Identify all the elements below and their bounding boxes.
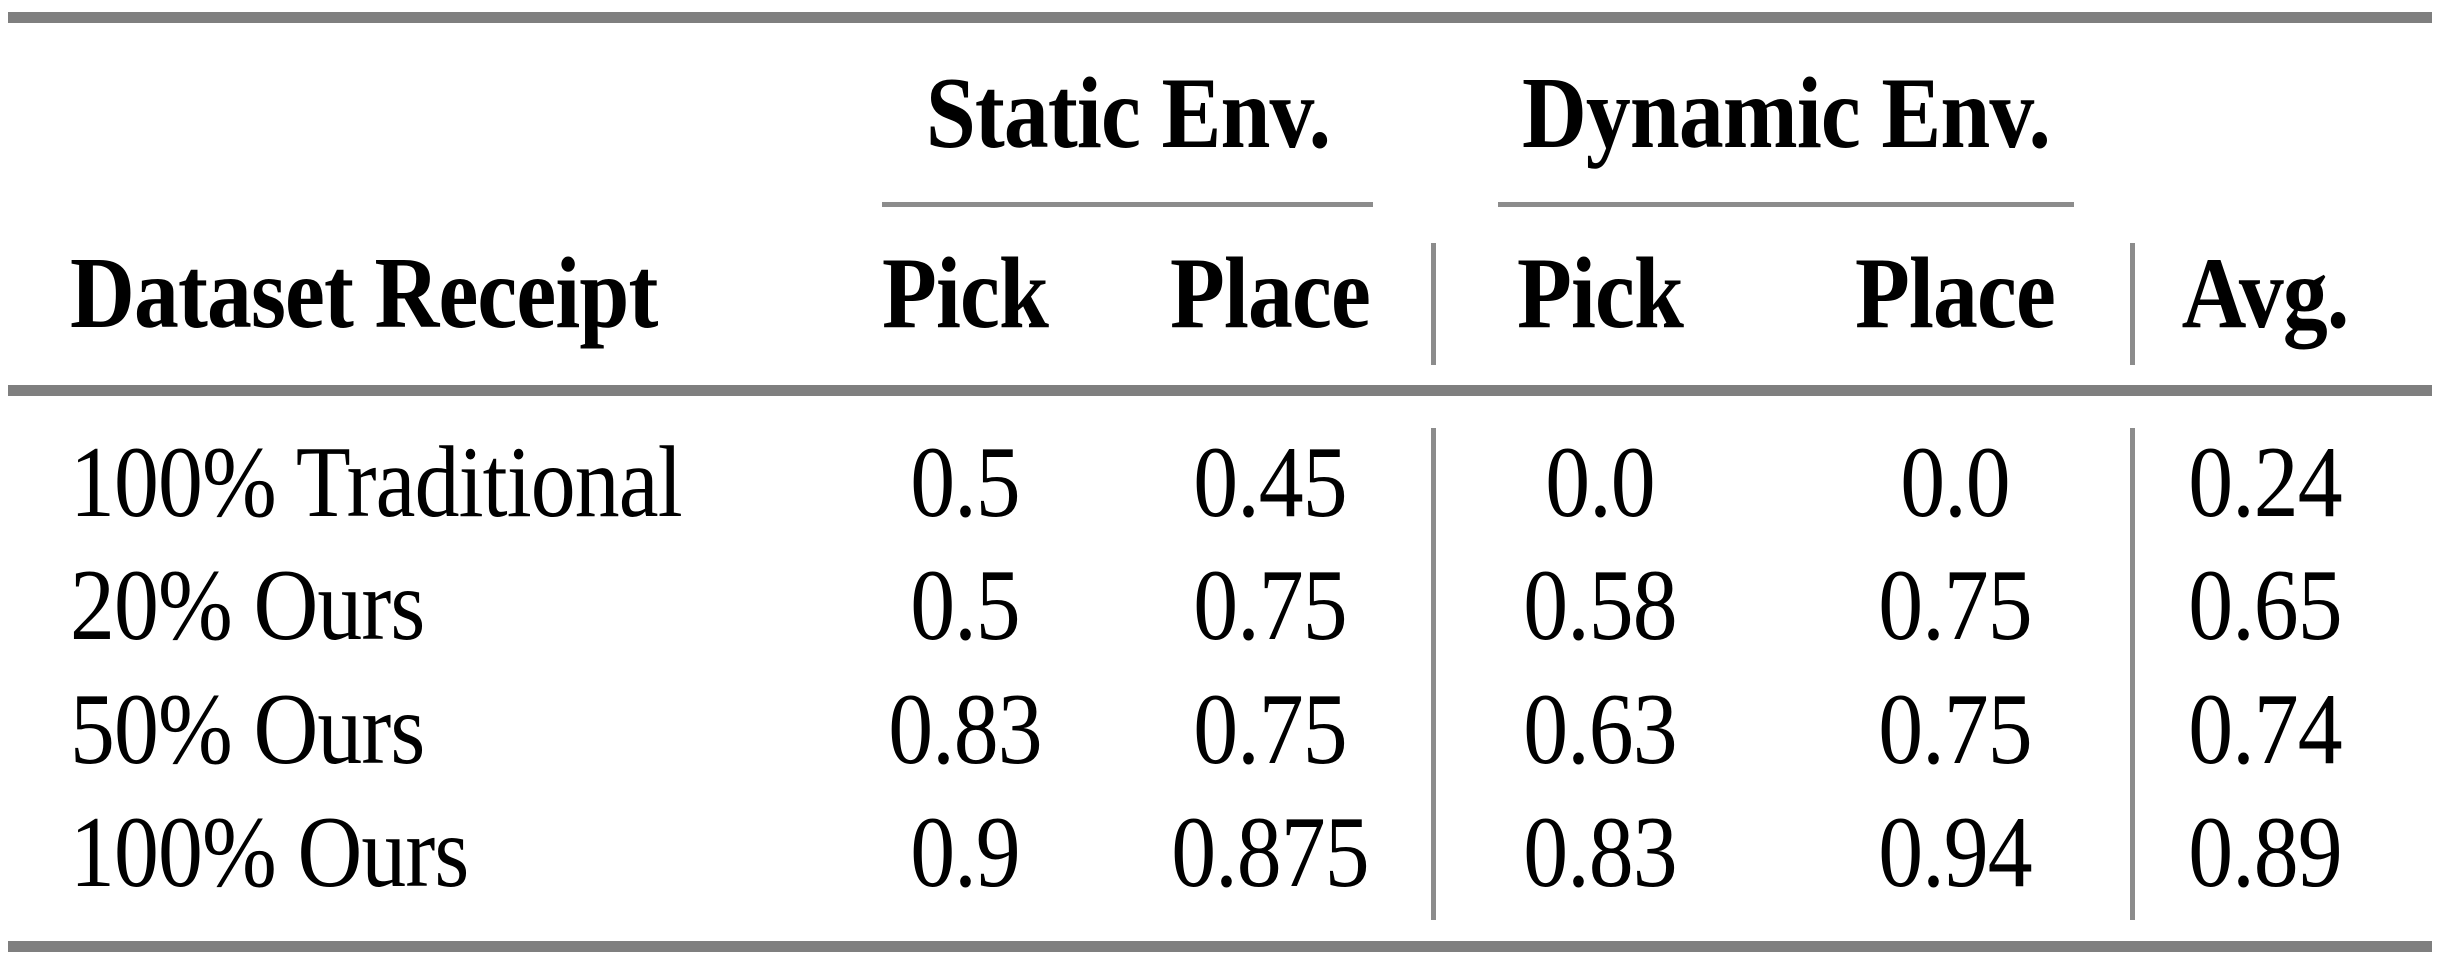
divider-dynamic-avg-body bbox=[2130, 428, 2135, 920]
cell-static-place: 0.875 bbox=[1171, 796, 1369, 909]
table-top-rule bbox=[8, 12, 2432, 23]
cell-avg: 0.24 bbox=[2188, 426, 2342, 539]
cell-dynamic-place: 0.75 bbox=[1878, 549, 2032, 662]
cell-dynamic-pick: 0.63 bbox=[1523, 673, 1677, 786]
cell-dynamic-place: 0.75 bbox=[1878, 673, 2032, 786]
row-label: 100% Ours bbox=[70, 796, 469, 909]
cell-static-place: 0.45 bbox=[1193, 426, 1347, 539]
column-header-static-pick: Pick bbox=[881, 237, 1049, 350]
column-header-avg: Avg. bbox=[2181, 237, 2350, 350]
cell-static-pick: 0.5 bbox=[910, 549, 1020, 662]
cell-dynamic-pick: 0.83 bbox=[1523, 796, 1677, 909]
cell-static-place: 0.75 bbox=[1193, 673, 1347, 786]
column-header-dynamic-pick: Pick bbox=[1516, 237, 1684, 350]
cell-dynamic-pick: 0.58 bbox=[1523, 549, 1677, 662]
cell-dynamic-place: 0.94 bbox=[1878, 796, 2032, 909]
cell-dynamic-pick: 0.0 bbox=[1545, 426, 1655, 539]
cell-avg: 0.65 bbox=[2188, 549, 2342, 662]
cell-static-pick: 0.9 bbox=[910, 796, 1020, 909]
static-env-underline bbox=[882, 202, 1373, 207]
divider-static-dynamic-header bbox=[1431, 243, 1436, 365]
dynamic-env-underline bbox=[1498, 202, 2074, 207]
column-header-dataset-receipt: Dataset Receipt bbox=[70, 237, 658, 350]
divider-dynamic-avg-header bbox=[2130, 243, 2135, 365]
cell-dynamic-place: 0.0 bbox=[1900, 426, 2010, 539]
cell-avg: 0.89 bbox=[2188, 796, 2342, 909]
cell-static-pick: 0.5 bbox=[910, 426, 1020, 539]
group-header-static-env: Static Env. bbox=[925, 57, 1331, 170]
column-header-dynamic-place: Place bbox=[1855, 237, 2056, 350]
row-label: 100% Traditional bbox=[70, 426, 683, 539]
cell-avg: 0.74 bbox=[2188, 673, 2342, 786]
row-label: 20% Ours bbox=[70, 549, 425, 662]
cell-static-place: 0.75 bbox=[1193, 549, 1347, 662]
column-header-static-place: Place bbox=[1170, 237, 1371, 350]
table-header-rule bbox=[8, 385, 2432, 396]
divider-static-dynamic-body bbox=[1431, 428, 1436, 920]
cell-static-pick: 0.83 bbox=[888, 673, 1042, 786]
row-label: 50% Ours bbox=[70, 673, 425, 786]
table-bottom-rule bbox=[8, 941, 2432, 952]
group-header-dynamic-env: Dynamic Env. bbox=[1521, 57, 2051, 170]
